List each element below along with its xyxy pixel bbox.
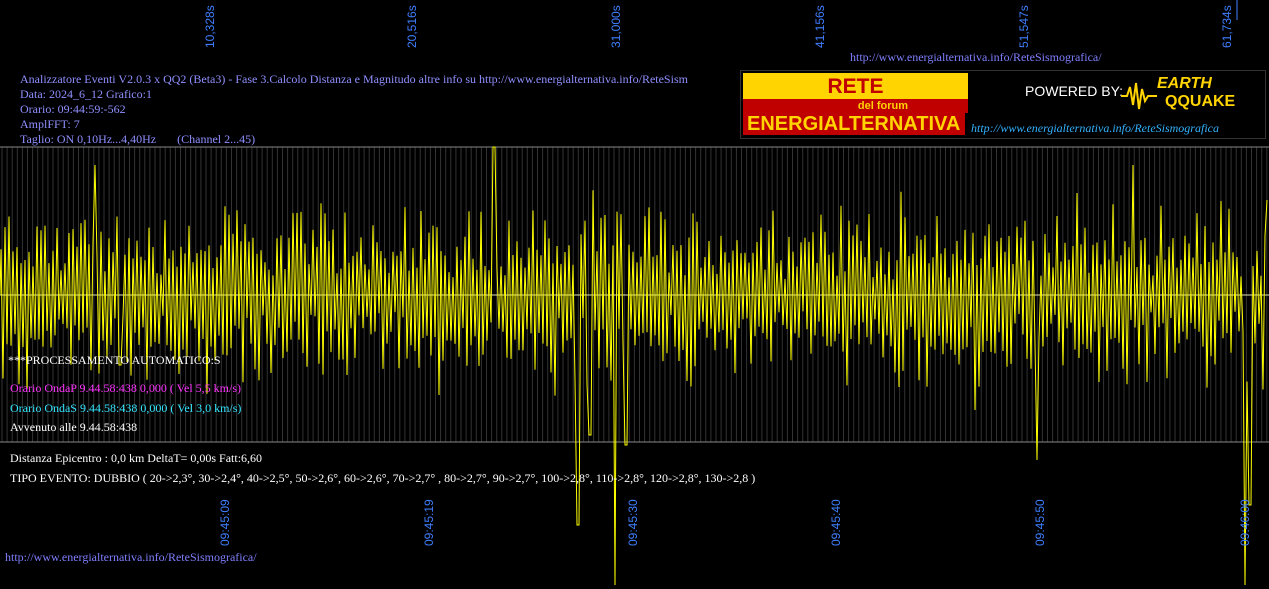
onda-s-time: Orario OndaS 9.44.58:438 0,000 ( Vel 3,0… (10, 401, 242, 415)
footer-url-link[interactable]: http://www.energialternativa.info/ReteSi… (5, 550, 257, 564)
logo-brand: ENERGIALTERNATIVA (743, 113, 965, 135)
epicenter-distance: Distanza Epicentro : 0,0 km DeltaT= 0,00… (10, 451, 263, 465)
top-url-link[interactable]: http://www.energialternativa.info/ReteSi… (850, 50, 1102, 64)
rete-sismografica-logo[interactable]: RETE SISMOGRAFICA del forum ENERGIALTERN… (740, 70, 1266, 139)
event-type: TIPO EVENTO: DUBBIO ( 20->2,3°, 30->2,4°… (10, 471, 756, 485)
info-time: Orario: 09:44:59:-562 (20, 102, 126, 116)
logo-subtitle: del forum (743, 99, 968, 113)
bottom-tick: 09:45:40 (829, 499, 843, 546)
top-tick: 31,000s (609, 5, 623, 48)
info-filter: Taglio: ON 0,10Hz...4,40Hz (Channel 2...… (20, 132, 256, 146)
event-time: Avvenuto alle 9.44.58:438 (10, 420, 138, 434)
powered-by-label: POWERED BY: (1025, 83, 1124, 99)
seismic-trace (0, 146, 1268, 586)
bottom-tick: 09:45:50 (1033, 499, 1047, 546)
bottom-tick: 09:45:19 (422, 499, 436, 546)
info-title: Analizzatore Eventi V2.0.3 x QQ2 (Beta3)… (20, 72, 688, 86)
logo-site-link[interactable]: http://www.energialternativa.info/ReteSi… (971, 121, 1219, 135)
earthquake-logo-top: EARTH (1157, 75, 1212, 92)
bottom-tick: 09:46:00 (1238, 499, 1252, 546)
seismic-wave-icon (1121, 82, 1157, 110)
info-date: Data: 2024_6_12 Grafico:1 (20, 87, 152, 101)
logo-title: RETE SISMOGRAFICA (743, 73, 968, 126)
bottom-tick: 09:45:09 (218, 499, 232, 546)
top-tick: 41,156s (813, 5, 827, 48)
bottom-tick: 09:45:30 (626, 499, 640, 546)
processing-title: ***PROCESSAMENTO AUTOMATICO:S (8, 353, 221, 367)
top-tick: 61,734s (1220, 5, 1234, 48)
top-tick: 20,516s (405, 5, 419, 48)
earthquake-logo-bottom: QQUAKE (1165, 93, 1236, 110)
info-amplfft: AmplFFT: 7 (20, 117, 80, 131)
onda-p-time: Orario OndaP 9.44.58:438 0,000 ( Vel 5,5… (10, 381, 241, 395)
top-tick: 10,328s (203, 5, 217, 48)
top-tick: 51,547s (1017, 5, 1031, 48)
